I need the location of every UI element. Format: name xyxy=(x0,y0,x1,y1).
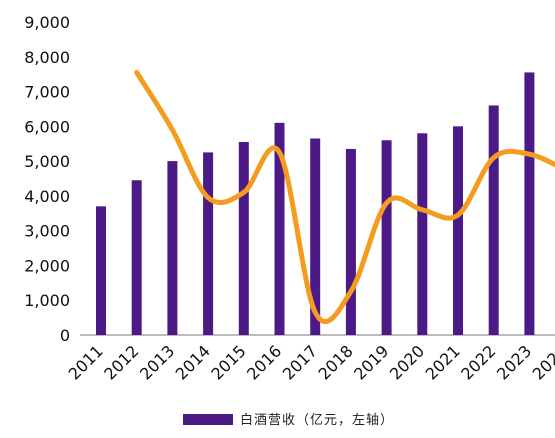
legend: 白酒营收（亿元，左轴） xyxy=(183,412,394,428)
y-tick-label: 6,000 xyxy=(24,117,70,136)
trend-line xyxy=(134,69,555,324)
x-tick-label: 2023 xyxy=(493,341,535,383)
bar xyxy=(310,138,321,335)
y-tick-label: 7,000 xyxy=(24,83,70,102)
bar xyxy=(131,180,142,335)
x-tick-label: 2016 xyxy=(243,341,285,383)
bar xyxy=(524,72,535,335)
bar xyxy=(96,206,106,335)
y-tick-label: 8,000 xyxy=(24,48,70,67)
y-tick-label: 1,000 xyxy=(24,291,70,310)
y-tick-label: 5,000 xyxy=(24,152,70,171)
x-tick-label: 2012 xyxy=(100,341,142,383)
y-tick-label: 9,000 xyxy=(24,13,70,32)
y-tick-label: 4,000 xyxy=(24,187,70,206)
bar-series xyxy=(96,72,535,335)
bar xyxy=(417,133,428,335)
x-axis-ticks: 2011201220132014201520162017201820192020… xyxy=(65,341,555,383)
x-tick-label: 2018 xyxy=(315,341,357,383)
bar xyxy=(238,141,249,335)
bar xyxy=(345,148,356,335)
y-tick-label: 3,000 xyxy=(24,222,70,241)
legend-swatch xyxy=(183,414,233,425)
x-tick-label: 2019 xyxy=(350,341,392,383)
bar xyxy=(203,152,214,335)
x-tick-label: 2014 xyxy=(172,341,214,383)
x-tick-label: 2024 xyxy=(529,341,555,383)
bar xyxy=(167,161,178,335)
bar xyxy=(274,122,285,335)
y-tick-label: 0 xyxy=(60,326,70,345)
x-tick-label: 2022 xyxy=(457,341,499,383)
y-tick-label: 2,000 xyxy=(24,256,70,275)
bar xyxy=(453,126,463,335)
legend-label: 白酒营收（亿元，左轴） xyxy=(240,412,394,428)
bar xyxy=(488,105,499,335)
y-axis-ticks: 0 1,000 2,000 3,000 4,000 5,000 6,000 7,000 8,00… xyxy=(24,13,70,345)
bar xyxy=(381,140,392,335)
x-tick-label: 2011 xyxy=(65,341,107,383)
x-tick-label: 2017 xyxy=(279,341,321,383)
x-tick-label: 2013 xyxy=(136,341,178,383)
x-tick-label: 2015 xyxy=(207,341,249,383)
x-tick-label: 2021 xyxy=(422,341,464,383)
x-tick-label: 2020 xyxy=(386,341,428,383)
